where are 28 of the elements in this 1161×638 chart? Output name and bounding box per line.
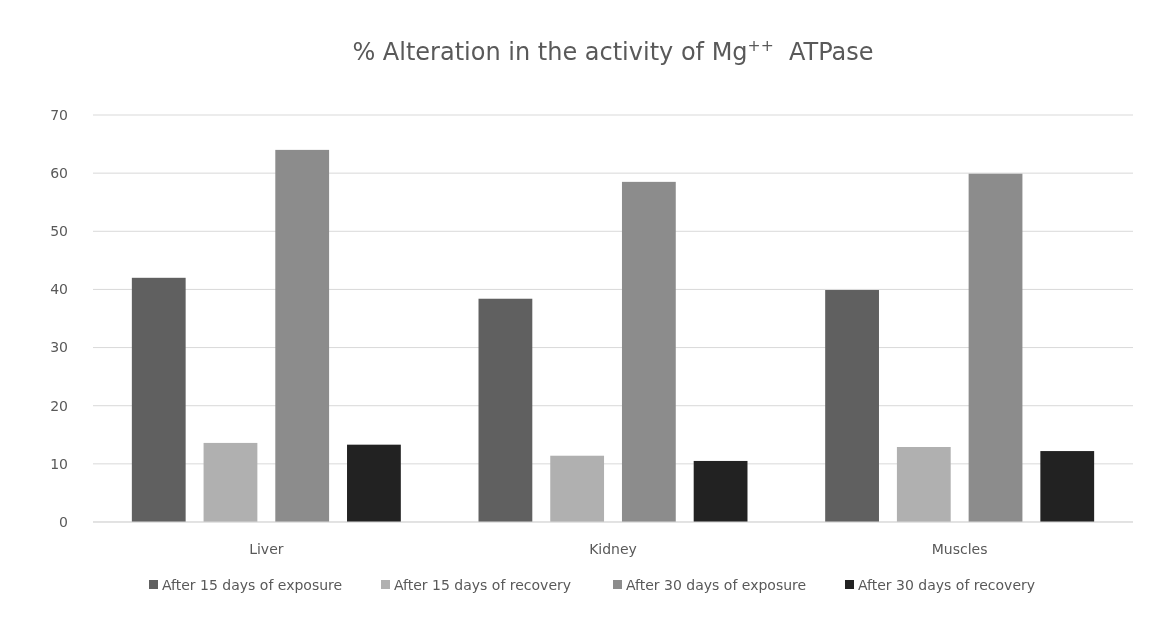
y-tick-label: 0 [59, 513, 68, 530]
bar [968, 173, 1023, 522]
bar [1040, 451, 1095, 522]
bar [825, 290, 879, 522]
y-tick-label: 20 [50, 397, 68, 414]
x-tick-label: Muscles [931, 541, 988, 557]
y-tick-label: 30 [50, 339, 68, 356]
y-tick-label: 40 [50, 281, 68, 298]
y-tick-label: 10 [50, 455, 68, 472]
legend-label: After 30 days of exposure [626, 576, 807, 593]
y-tick-label: 60 [50, 165, 68, 182]
bar [693, 460, 748, 522]
legend-label: After 15 days of exposure [162, 576, 343, 593]
bar [550, 455, 605, 522]
legend-label: After 30 days of recovery [858, 576, 1036, 593]
legend-label: After 15 days of recovery [394, 576, 572, 593]
bar [275, 149, 330, 522]
y-tick-label: 50 [50, 223, 68, 240]
bar [203, 442, 258, 522]
bar [347, 444, 401, 522]
bar [131, 277, 186, 522]
bar [621, 181, 676, 522]
x-tick-label: Kidney [589, 541, 637, 557]
chart-title: % Alteration in the activity of Mg$^{++}$ ATPase [352, 37, 874, 66]
x-tick-label: Liver [249, 541, 284, 557]
bar [896, 447, 951, 522]
bar [478, 298, 533, 522]
y-tick-label: 70 [50, 106, 68, 123]
